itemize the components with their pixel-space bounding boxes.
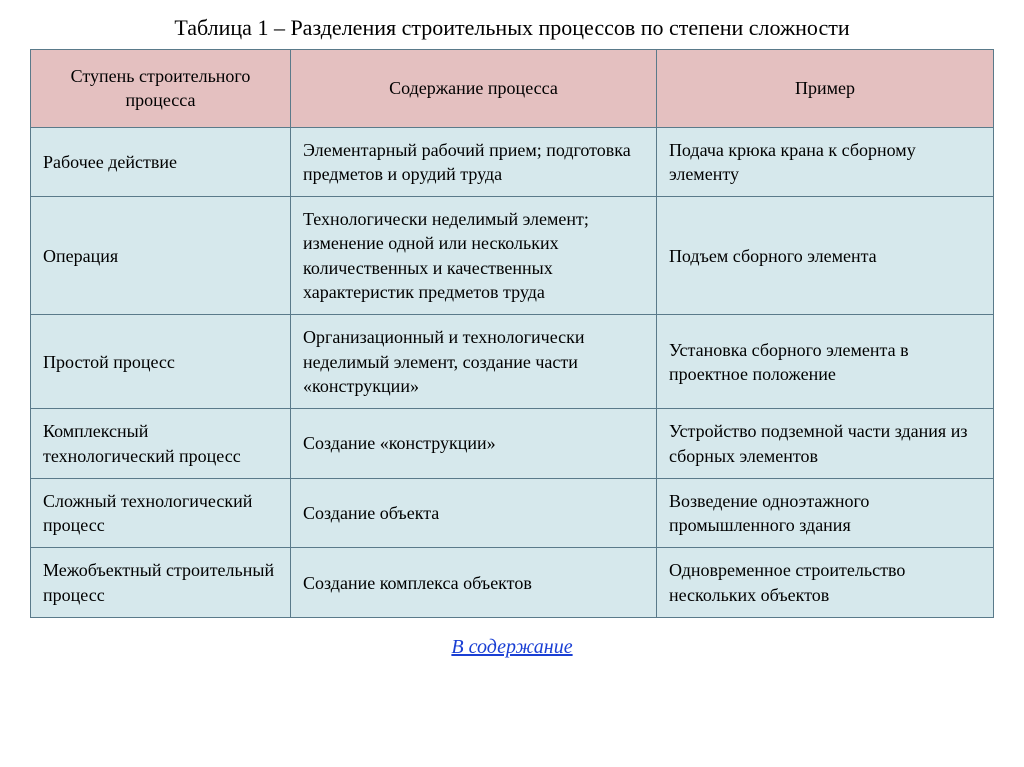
table-row: Межобъектный строительный процесс Создан… <box>31 548 994 618</box>
cell-example: Установка сборного элемента в проектное … <box>656 315 993 409</box>
table-row: Сложный технологический процесс Создание… <box>31 478 994 548</box>
cell-stage: Рабочее действие <box>31 127 291 197</box>
cell-content: Создание «конструкции» <box>291 409 657 479</box>
table-row: Операция Технологически неделимый элемен… <box>31 197 994 315</box>
cell-stage: Операция <box>31 197 291 315</box>
cell-example: Устройство подземной части здания из сбо… <box>656 409 993 479</box>
cell-content: Элементарный рабочий прием; подготовка п… <box>291 127 657 197</box>
cell-stage: Комплексный технологический процесс <box>31 409 291 479</box>
cell-content: Создание комплекса объектов <box>291 548 657 618</box>
table-row: Комплексный технологический процесс Созд… <box>31 409 994 479</box>
process-table: Ступень строительного процесса Содержани… <box>30 49 994 618</box>
col-header-stage: Ступень строительного процесса <box>31 50 291 128</box>
table-title: Таблица 1 – Разделения строительных проц… <box>30 15 994 41</box>
cell-example: Одновременное строительство нескольких о… <box>656 548 993 618</box>
cell-content: Технологически неделимый элемент; измене… <box>291 197 657 315</box>
cell-content: Создание объекта <box>291 478 657 548</box>
cell-stage: Простой процесс <box>31 315 291 409</box>
table-row: Рабочее действие Элементарный рабочий пр… <box>31 127 994 197</box>
cell-stage: Межобъектный строительный процесс <box>31 548 291 618</box>
footer-link-container: В содержание <box>30 636 994 659</box>
cell-stage: Сложный технологический процесс <box>31 478 291 548</box>
table-row: Простой процесс Организационный и технол… <box>31 315 994 409</box>
toc-link[interactable]: В содержание <box>451 636 572 658</box>
col-header-example: Пример <box>656 50 993 128</box>
cell-example: Подъем сборного элемента <box>656 197 993 315</box>
table-header-row: Ступень строительного процесса Содержани… <box>31 50 994 128</box>
col-header-content: Содержание процесса <box>291 50 657 128</box>
cell-example: Подача крюка крана к сборному элементу <box>656 127 993 197</box>
cell-example: Возведение одноэтажного промышленного зд… <box>656 478 993 548</box>
cell-content: Организационный и технологически неделим… <box>291 315 657 409</box>
